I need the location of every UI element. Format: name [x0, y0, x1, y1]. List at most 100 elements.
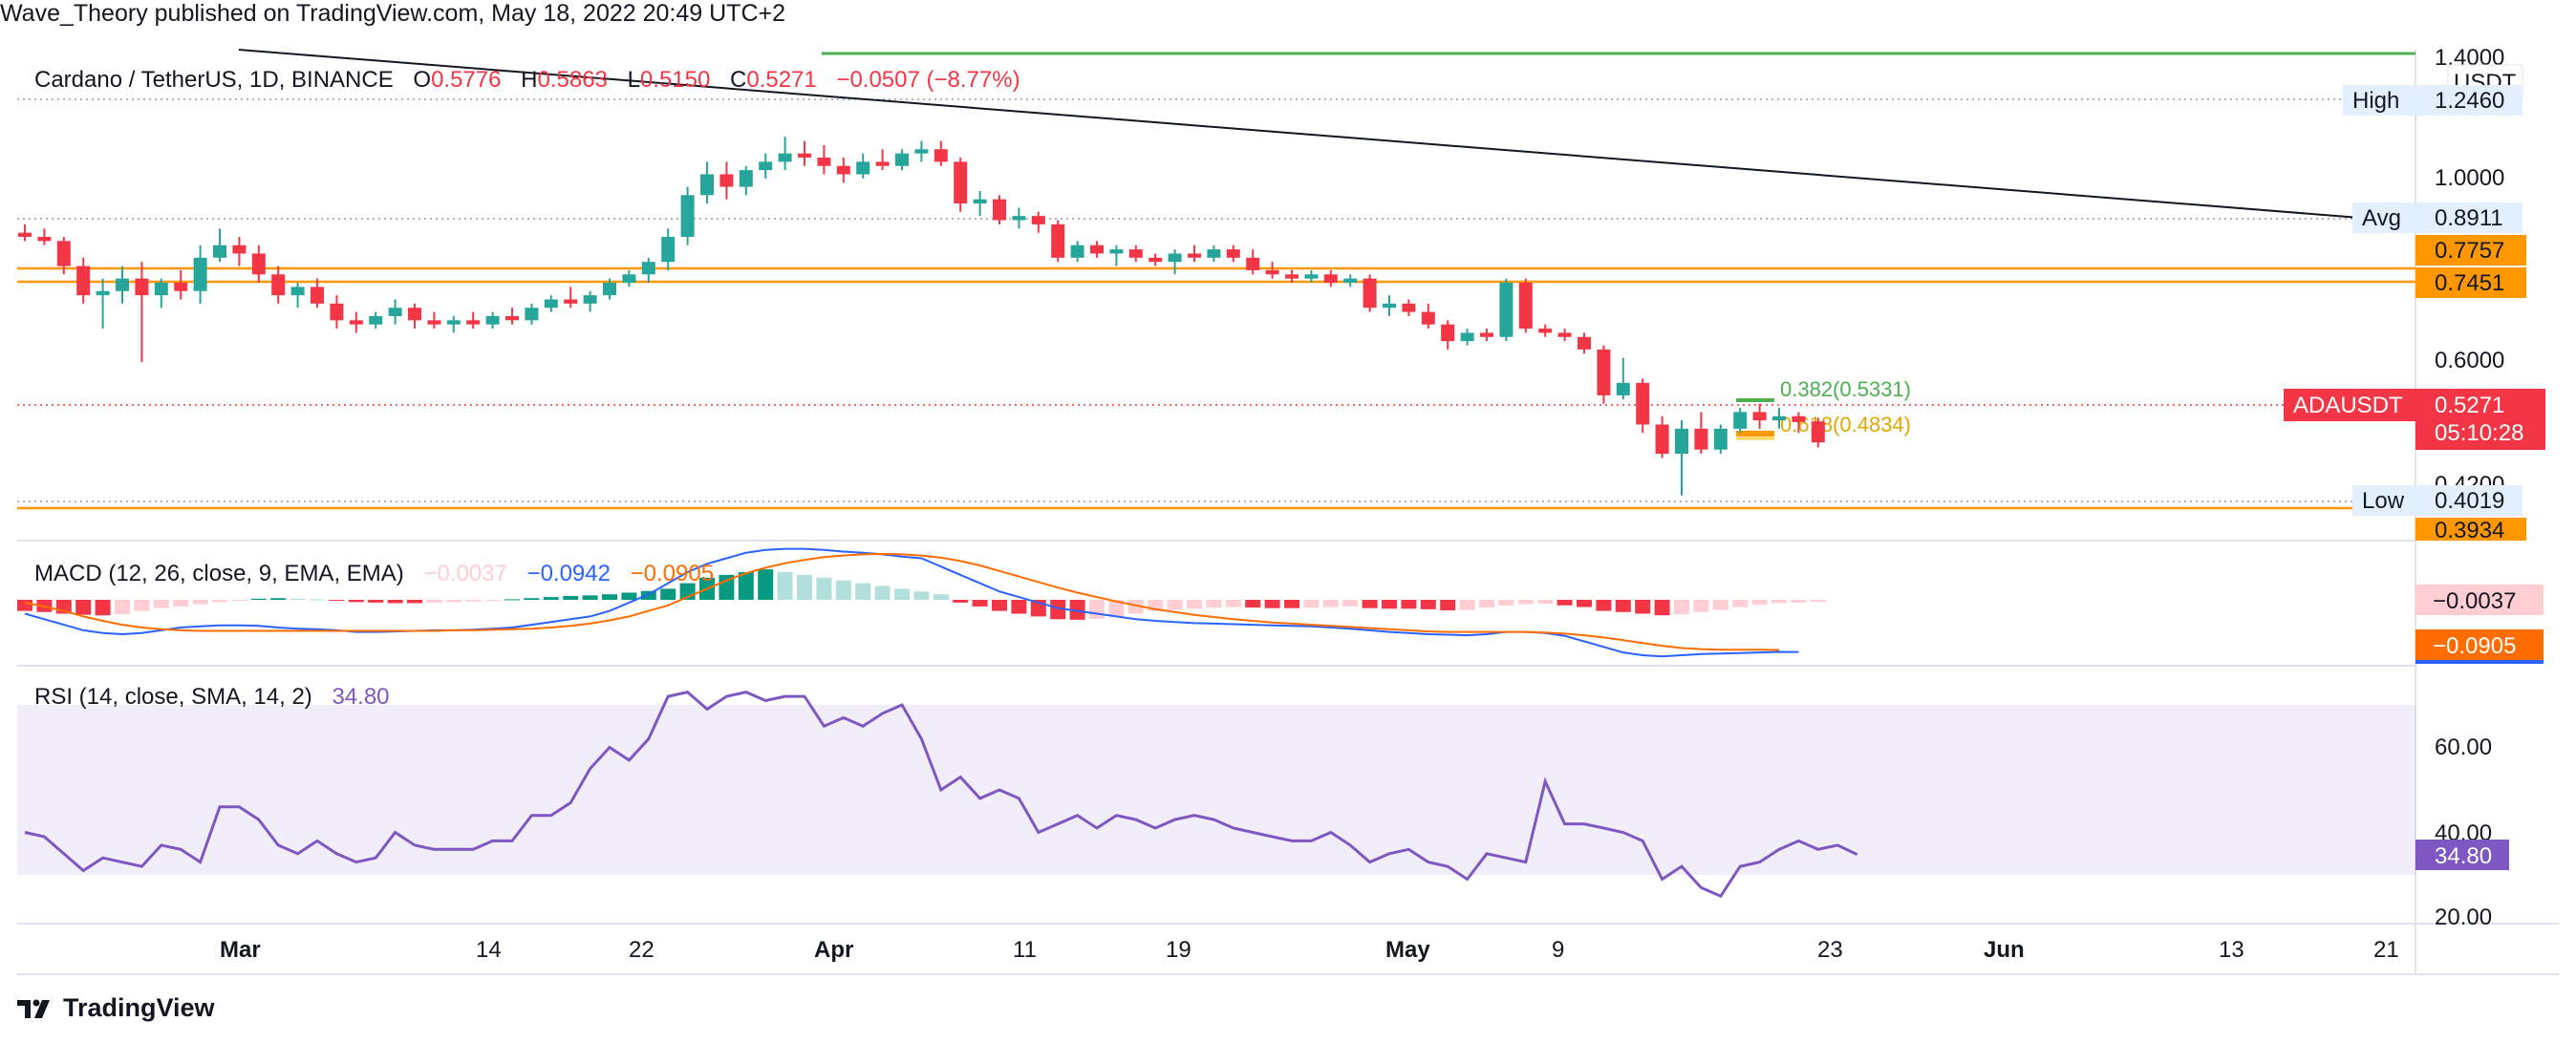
candle-body [544, 299, 558, 309]
macd-hist-bar [797, 574, 812, 600]
candle-body [1713, 428, 1728, 450]
tradingview-logo-icon [17, 999, 50, 1018]
macd-hist-bar [173, 600, 189, 607]
macd-hist-bar [602, 594, 617, 600]
candle-body [349, 320, 363, 325]
macd-hist-bar [1089, 600, 1105, 619]
level-tag-3 [2415, 518, 2526, 541]
macd-hist-bar [563, 595, 579, 600]
fib-618-label: 0.618(0.4834) [1780, 413, 1911, 436]
candle-body [1188, 253, 1201, 258]
candle-body [973, 199, 987, 204]
change-value: −0.0507 (−8.77%) [836, 67, 1020, 93]
macd-hist-bar [1556, 600, 1573, 606]
last-price-tag [2415, 389, 2545, 450]
macd-hist-bar [1596, 600, 1612, 611]
macd-hist-bar [445, 600, 462, 603]
macd-hist-bar [1127, 600, 1144, 614]
countdown-value: 05:10:28 [2435, 420, 2523, 446]
tradingview-logo[interactable]: TradingView [17, 993, 215, 1023]
macd-hist-bar [640, 590, 656, 600]
candlesticks [18, 137, 1825, 496]
candle-body [1518, 283, 1533, 330]
macd-hist-bar [153, 600, 169, 608]
macd-hist-bar [1791, 600, 1807, 603]
macd-hist-bar [933, 594, 949, 600]
candle-body [369, 315, 383, 325]
macd-hist-bar [1322, 600, 1339, 607]
fib-618-zone[interactable] [1736, 431, 1774, 436]
time-label: 13 [2219, 937, 2244, 963]
candle-body [290, 287, 305, 296]
candle-body [700, 174, 714, 196]
macd-hist-bar [1751, 600, 1768, 606]
candle-body [1090, 245, 1104, 254]
candle-body [1655, 424, 1669, 455]
rsi-axis[interactable]: 60.00 40.00 20.00 34.80 [2415, 734, 2509, 930]
candle-body [193, 257, 207, 291]
macd-hist-bar [231, 600, 247, 601]
candle-body [135, 278, 149, 296]
candle-body [954, 161, 968, 204]
macd-hist-bar [1810, 600, 1826, 603]
close-value: 0.5271 [746, 67, 817, 93]
candle-body [1460, 332, 1474, 342]
candle-body [388, 308, 402, 316]
candle-body [603, 283, 616, 296]
candle-body [798, 153, 811, 159]
time-label: 14 [476, 937, 502, 963]
macd-hist-bar [758, 569, 774, 600]
candle-body [622, 274, 636, 284]
rsi-line [24, 690, 1858, 899]
candle-body [1012, 216, 1026, 221]
macd-legend-name[interactable]: MACD (12, 26, close, 9, EMA, EMA) [34, 561, 404, 586]
macd-hist-bar [465, 600, 482, 602]
macd-hist-bar [1108, 600, 1125, 617]
macd-hist-bar [1577, 600, 1592, 607]
close-label: C [730, 67, 747, 93]
low-label: Low [2362, 488, 2405, 514]
rsi-legend: RSI (14, close, SMA, 14, 2) 34.80 [34, 684, 390, 711]
macd-hist-bar [134, 600, 150, 611]
avg-tag [2352, 202, 2522, 233]
candle-body [408, 308, 421, 321]
time-label: May [1385, 937, 1430, 963]
candle-body [37, 236, 52, 242]
macd-hist-bar [426, 600, 442, 603]
candle-body [271, 274, 286, 296]
candle-body [661, 236, 676, 263]
macd-hist-bar [270, 598, 287, 600]
macd-legend: MACD (12, 26, close, 9, EMA, EMA) −0.003… [34, 561, 714, 587]
candle-body [1675, 428, 1688, 455]
macd-hist-bar [329, 600, 345, 601]
macd-axis[interactable]: −0.0037 −0.0905 [2415, 585, 2544, 664]
candle-body [934, 149, 948, 162]
macd-hist-bar [115, 600, 130, 615]
candle-body [817, 158, 831, 166]
macd-hist-bar [1303, 600, 1320, 608]
candle-body [56, 241, 71, 266]
rsi-legend-name[interactable]: RSI (14, close, SMA, 14, 2) [34, 684, 312, 710]
macd-hist-bar [855, 583, 871, 600]
candle-body [1207, 249, 1221, 258]
macd-hist-bar [992, 600, 1007, 611]
macd-hist-bar [1069, 600, 1085, 620]
high-value-legend: 0.5863 [537, 67, 608, 93]
macd-hist-bar [1615, 600, 1631, 612]
macd-signal-tag-value: −0.0905 [2433, 633, 2516, 659]
candle-body [1499, 283, 1513, 337]
trendline[interactable] [238, 49, 2361, 219]
time-axis[interactable]: Mar 14 22 Apr 11 19 May 9 23 Jun 13 21 [220, 937, 2399, 963]
macd-hist-bar [1635, 600, 1651, 614]
symbol-label[interactable]: Cardano / TetherUS, 1D, BINANCE [34, 67, 394, 93]
macd-legend-signal: −0.0905 [630, 561, 715, 586]
price-legend: Cardano / TetherUS, 1D, BINANCE O0.5776 … [34, 67, 1020, 94]
macd-hist-bar [1401, 600, 1417, 609]
macd-hist-bar [816, 577, 832, 600]
publish-header: Wave_Theory published on TradingView.com… [0, 0, 785, 27]
candle-body [466, 320, 481, 325]
macd-hist-bar [543, 597, 559, 600]
price-axis[interactable]: 1.4000 1.0000 0.6000 0.4200 USDT High 1.… [2284, 45, 2545, 543]
candle-body [154, 283, 168, 296]
